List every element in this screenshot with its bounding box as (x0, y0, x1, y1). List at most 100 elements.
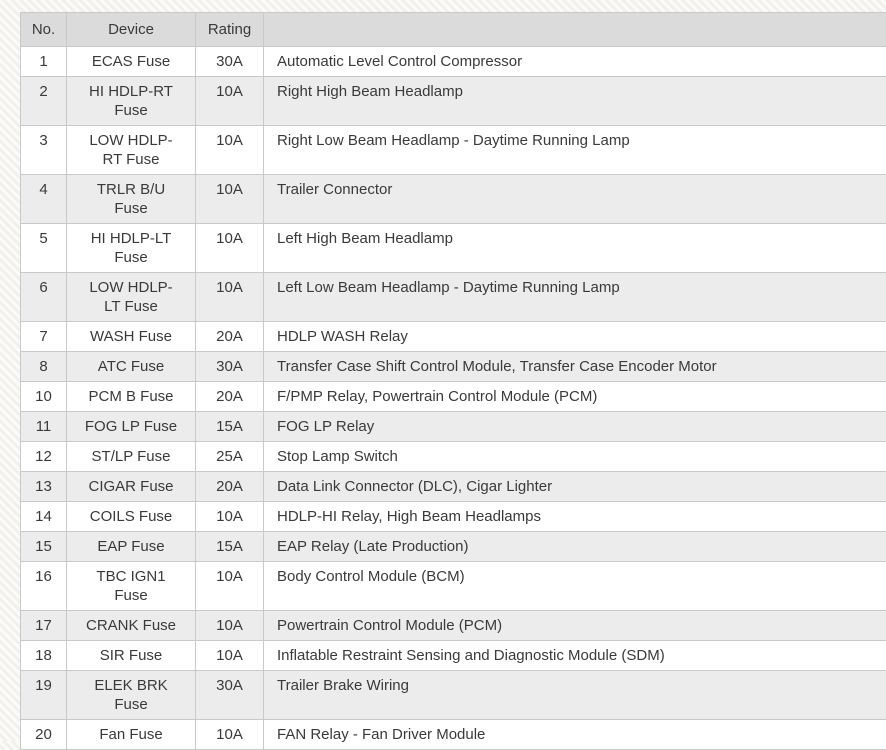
fuse-device-cell: ST/LP Fuse (67, 442, 196, 472)
fuse-description-cell: Inflatable Restraint Sensing and Diagnos… (264, 641, 886, 671)
column-header-device: Device (67, 13, 196, 47)
fuse-rating-cell: 30A (196, 352, 264, 382)
fuse-device-cell: ELEK BRK Fuse (67, 671, 196, 720)
fuse-rating-cell: 20A (196, 322, 264, 352)
fuse-rating-cell: 10A (196, 77, 264, 126)
fuse-device-cell: TRLR B/U Fuse (67, 175, 196, 224)
fuse-number-cell: 15 (21, 532, 67, 562)
table-row: 11 FOG LP Fuse 15A FOG LP Relay (21, 412, 886, 442)
fuse-number-cell: 1 (21, 47, 67, 77)
fuse-rating-cell: 10A (196, 224, 264, 273)
fuse-device-cell: ATC Fuse (67, 352, 196, 382)
fuse-rating-cell: 10A (196, 175, 264, 224)
fuse-rating-cell: 15A (196, 532, 264, 562)
fuse-number-cell: 10 (21, 382, 67, 412)
fuse-device-cell: LOW HDLP- LT Fuse (67, 273, 196, 322)
fuse-rating-cell: 10A (196, 273, 264, 322)
fuse-description-cell: Right Low Beam Headlamp - Daytime Runnin… (264, 126, 886, 175)
fuse-device-cell: HI HDLP-LT Fuse (67, 224, 196, 273)
table-row: 18 SIR Fuse 10A Inflatable Restraint Sen… (21, 641, 886, 671)
fuse-number-cell: 11 (21, 412, 67, 442)
table-row: 14 COILS Fuse 10A HDLP-HI Relay, High Be… (21, 502, 886, 532)
fuse-rating-cell: 10A (196, 611, 264, 641)
fuse-number-cell: 12 (21, 442, 67, 472)
fuse-rating-cell: 10A (196, 641, 264, 671)
fuse-device-cell: CIGAR Fuse (67, 472, 196, 502)
fuse-description-cell: HDLP WASH Relay (264, 322, 886, 352)
table-row: 16 TBC IGN1 Fuse 10A Body Control Module… (21, 562, 886, 611)
fuse-number-cell: 16 (21, 562, 67, 611)
fuse-rating-cell: 25A (196, 442, 264, 472)
fuse-number-cell: 2 (21, 77, 67, 126)
fuse-rating-cell: 20A (196, 472, 264, 502)
table-row: 3 LOW HDLP- RT Fuse 10A Right Low Beam H… (21, 126, 886, 175)
table-row: 20 Fan Fuse 10A FAN Relay - Fan Driver M… (21, 720, 886, 750)
fuse-device-cell: SIR Fuse (67, 641, 196, 671)
header-row: No. Device Rating (21, 13, 886, 47)
fuse-device-cell: TBC IGN1 Fuse (67, 562, 196, 611)
table-row: 6 LOW HDLP- LT Fuse 10A Left Low Beam He… (21, 273, 886, 322)
fuse-device-cell: PCM B Fuse (67, 382, 196, 412)
fuse-number-cell: 3 (21, 126, 67, 175)
fuse-rating-cell: 20A (196, 382, 264, 412)
fuse-device-cell: Fan Fuse (67, 720, 196, 750)
fuse-number-cell: 19 (21, 671, 67, 720)
fuse-device-cell: CRANK Fuse (67, 611, 196, 641)
table-row: 19 ELEK BRK Fuse 30A Trailer Brake Wirin… (21, 671, 886, 720)
fuse-rating-cell: 10A (196, 562, 264, 611)
table-row: 15 EAP Fuse 15A EAP Relay (Late Producti… (21, 532, 886, 562)
fuse-table: No. Device Rating 1 ECAS Fuse 30A Automa… (20, 12, 886, 750)
fuse-device-cell: FOG LP Fuse (67, 412, 196, 442)
fuse-description-cell: Left High Beam Headlamp (264, 224, 886, 273)
fuse-device-cell: EAP Fuse (67, 532, 196, 562)
fuse-description-cell: Trailer Brake Wiring (264, 671, 886, 720)
table-row: 13 CIGAR Fuse 20A Data Link Connector (D… (21, 472, 886, 502)
fuse-device-cell: WASH Fuse (67, 322, 196, 352)
table-row: 12 ST/LP Fuse 25A Stop Lamp Switch (21, 442, 886, 472)
fuse-device-cell: COILS Fuse (67, 502, 196, 532)
fuse-table-container: No. Device Rating 1 ECAS Fuse 30A Automa… (20, 12, 886, 750)
fuse-number-cell: 4 (21, 175, 67, 224)
table-row: 17 CRANK Fuse 10A Powertrain Control Mod… (21, 611, 886, 641)
fuse-description-cell: Left Low Beam Headlamp - Daytime Running… (264, 273, 886, 322)
fuse-description-cell: HDLP-HI Relay, High Beam Headlamps (264, 502, 886, 532)
fuse-device-cell: HI HDLP-RT Fuse (67, 77, 196, 126)
fuse-number-cell: 6 (21, 273, 67, 322)
table-row: 10 PCM B Fuse 20A F/PMP Relay, Powertrai… (21, 382, 886, 412)
fuse-description-cell: Body Control Module (BCM) (264, 562, 886, 611)
fuse-description-cell: Stop Lamp Switch (264, 442, 886, 472)
table-row: 2 HI HDLP-RT Fuse 10A Right High Beam He… (21, 77, 886, 126)
fuse-rating-cell: 15A (196, 412, 264, 442)
table-row: 4 TRLR B/U Fuse 10A Trailer Connector (21, 175, 886, 224)
fuse-number-cell: 8 (21, 352, 67, 382)
fuse-number-cell: 13 (21, 472, 67, 502)
fuse-table-header: No. Device Rating (21, 13, 886, 47)
table-row: 8 ATC Fuse 30A Transfer Case Shift Contr… (21, 352, 886, 382)
column-header-description (264, 13, 886, 47)
fuse-rating-cell: 10A (196, 720, 264, 750)
fuse-description-cell: Right High Beam Headlamp (264, 77, 886, 126)
fuse-number-cell: 5 (21, 224, 67, 273)
fuse-device-cell: LOW HDLP- RT Fuse (67, 126, 196, 175)
fuse-rating-cell: 30A (196, 671, 264, 720)
fuse-number-cell: 7 (21, 322, 67, 352)
fuse-device-cell: ECAS Fuse (67, 47, 196, 77)
fuse-description-cell: FAN Relay - Fan Driver Module (264, 720, 886, 750)
fuse-number-cell: 20 (21, 720, 67, 750)
fuse-description-cell: Transfer Case Shift Control Module, Tran… (264, 352, 886, 382)
fuse-description-cell: Automatic Level Control Compressor (264, 47, 886, 77)
fuse-number-cell: 18 (21, 641, 67, 671)
fuse-rating-cell: 10A (196, 126, 264, 175)
fuse-description-cell: F/PMP Relay, Powertrain Control Module (… (264, 382, 886, 412)
fuse-rating-cell: 10A (196, 502, 264, 532)
fuse-number-cell: 14 (21, 502, 67, 532)
column-header-no: No. (21, 13, 67, 47)
fuse-description-cell: Data Link Connector (DLC), Cigar Lighter (264, 472, 886, 502)
fuse-rating-cell: 30A (196, 47, 264, 77)
table-row: 5 HI HDLP-LT Fuse 10A Left High Beam Hea… (21, 224, 886, 273)
fuse-description-cell: Trailer Connector (264, 175, 886, 224)
table-row: 7 WASH Fuse 20A HDLP WASH Relay (21, 322, 886, 352)
column-header-rating: Rating (196, 13, 264, 47)
fuse-number-cell: 17 (21, 611, 67, 641)
